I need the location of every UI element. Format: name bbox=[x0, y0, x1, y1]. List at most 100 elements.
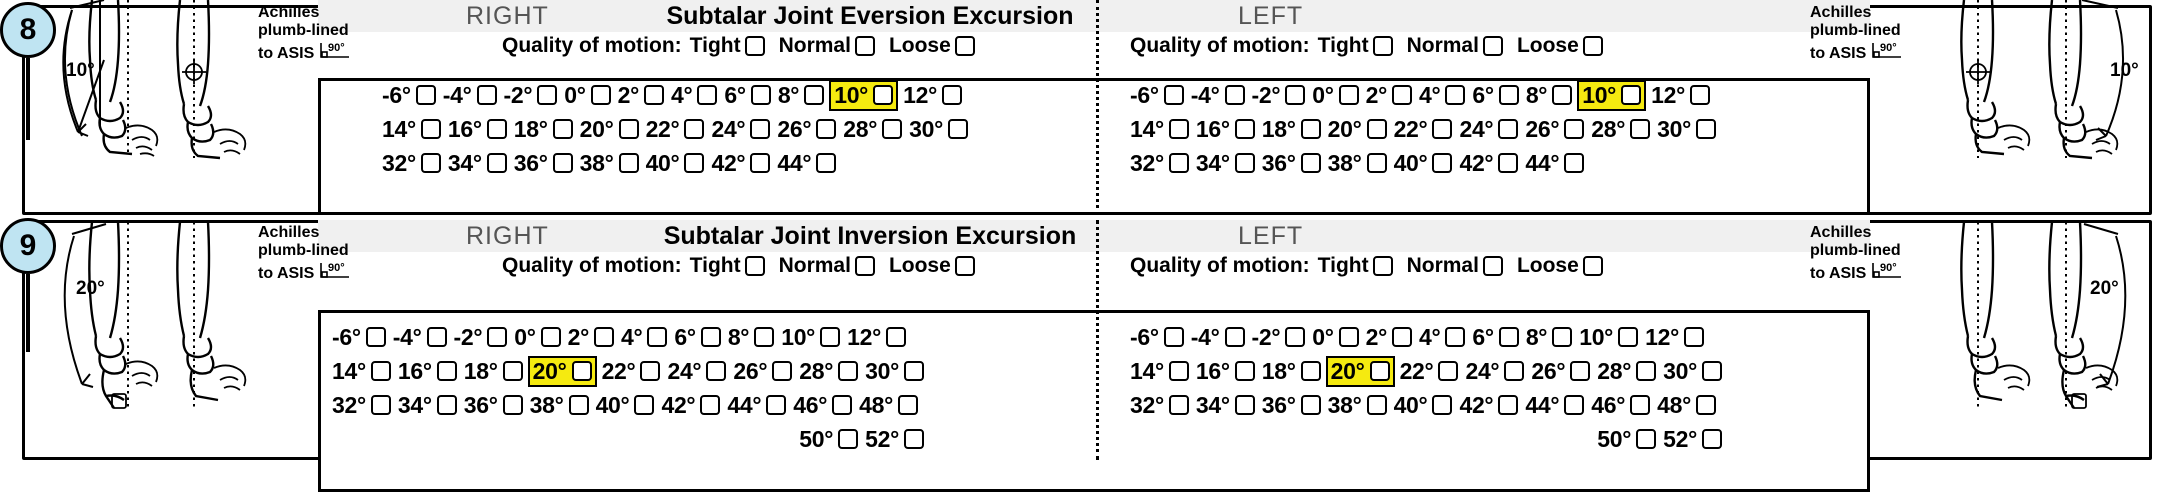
degree-option[interactable]: 32° bbox=[1128, 149, 1191, 178]
degree-option[interactable]: 32° bbox=[1128, 391, 1191, 420]
checkbox[interactable] bbox=[1163, 85, 1184, 105]
degree-option[interactable]: 30° bbox=[1655, 115, 1718, 144]
checkbox[interactable] bbox=[1482, 256, 1503, 276]
degree-option[interactable]: 24° bbox=[709, 115, 772, 144]
checkbox[interactable] bbox=[832, 395, 853, 415]
checkbox[interactable] bbox=[1392, 327, 1413, 347]
degree-option[interactable]: -4° bbox=[391, 323, 449, 352]
checkbox[interactable] bbox=[838, 429, 859, 449]
checkbox[interactable] bbox=[1482, 36, 1503, 56]
degree-option[interactable]: 26° bbox=[1529, 357, 1592, 386]
checkbox[interactable] bbox=[1234, 119, 1255, 139]
degree-option[interactable]: 2° bbox=[566, 323, 616, 352]
checkbox[interactable] bbox=[820, 327, 841, 347]
checkbox[interactable] bbox=[1438, 361, 1459, 381]
checkbox[interactable] bbox=[854, 36, 875, 56]
checkbox[interactable] bbox=[1504, 361, 1525, 381]
degree-option[interactable]: 18° bbox=[512, 115, 575, 144]
degree-option[interactable]: 14° bbox=[1128, 357, 1191, 386]
checkbox[interactable] bbox=[594, 327, 615, 347]
checkbox[interactable] bbox=[684, 119, 705, 139]
checkbox[interactable] bbox=[700, 327, 721, 347]
checkbox[interactable] bbox=[1366, 153, 1387, 173]
degree-option[interactable]: 20° bbox=[578, 115, 641, 144]
degree-option[interactable]: 32° bbox=[330, 391, 393, 420]
checkbox[interactable] bbox=[1300, 395, 1321, 415]
checkbox[interactable] bbox=[1498, 85, 1519, 105]
checkbox[interactable] bbox=[634, 395, 655, 415]
checkbox[interactable] bbox=[420, 153, 441, 173]
checkbox[interactable] bbox=[1432, 119, 1453, 139]
degree-option[interactable]: 8° bbox=[726, 323, 776, 352]
degree-option[interactable]: 34° bbox=[1194, 391, 1257, 420]
checkbox[interactable] bbox=[1234, 361, 1255, 381]
checkbox[interactable] bbox=[772, 361, 793, 381]
degree-option[interactable]: -2° bbox=[452, 323, 510, 352]
checkbox[interactable] bbox=[502, 395, 523, 415]
degree-option[interactable]: 14° bbox=[1128, 115, 1191, 144]
checkbox[interactable] bbox=[804, 85, 825, 105]
checkbox[interactable] bbox=[750, 119, 771, 139]
degree-option[interactable]: 16° bbox=[396, 357, 459, 386]
checkbox[interactable] bbox=[1369, 361, 1390, 381]
degree-option[interactable]: 44° bbox=[775, 149, 838, 178]
degree-option[interactable]: 6° bbox=[672, 323, 722, 352]
degree-option[interactable]: 10° bbox=[779, 323, 842, 352]
checkbox[interactable] bbox=[590, 85, 611, 105]
checkbox[interactable] bbox=[1498, 395, 1519, 415]
degree-option[interactable]: 40° bbox=[1392, 391, 1455, 420]
degree-option[interactable]: 18° bbox=[462, 357, 525, 386]
degree-option[interactable]: 14° bbox=[330, 357, 393, 386]
quality-option-tight[interactable]: Tight bbox=[690, 254, 769, 278]
degree-option[interactable]: 22° bbox=[600, 357, 663, 386]
checkbox[interactable] bbox=[618, 153, 639, 173]
checkbox[interactable] bbox=[618, 119, 639, 139]
checkbox[interactable] bbox=[370, 361, 391, 381]
degree-option[interactable]: 18° bbox=[1260, 357, 1323, 386]
checkbox[interactable] bbox=[476, 85, 497, 105]
degree-option[interactable]: 28° bbox=[797, 357, 860, 386]
degree-option[interactable]: 28° bbox=[1595, 357, 1658, 386]
degree-option[interactable]: 48° bbox=[857, 391, 920, 420]
degree-option[interactable]: 8° bbox=[1524, 323, 1574, 352]
degree-option[interactable]: 4° bbox=[619, 323, 669, 352]
checkbox[interactable] bbox=[1163, 327, 1184, 347]
degree-option[interactable]: 8° bbox=[1524, 81, 1574, 110]
checkbox[interactable] bbox=[552, 119, 573, 139]
degree-option[interactable]: 2° bbox=[616, 81, 666, 110]
checkbox[interactable] bbox=[954, 36, 975, 56]
degree-option[interactable]: 30° bbox=[1661, 357, 1724, 386]
checkbox[interactable] bbox=[684, 153, 705, 173]
checkbox[interactable] bbox=[1234, 395, 1255, 415]
checkbox[interactable] bbox=[1445, 327, 1466, 347]
checkbox[interactable] bbox=[420, 119, 441, 139]
degree-option[interactable]: 40° bbox=[1392, 149, 1455, 178]
quality-option-normal[interactable]: Normal bbox=[779, 254, 879, 278]
checkbox[interactable] bbox=[540, 327, 561, 347]
degree-option[interactable]: -2° bbox=[1250, 323, 1308, 352]
degree-option[interactable]: 8° bbox=[776, 81, 826, 110]
quality-option-tight[interactable]: Tight bbox=[1318, 254, 1397, 278]
checkbox[interactable] bbox=[1168, 153, 1189, 173]
checkbox[interactable] bbox=[706, 361, 727, 381]
checkbox[interactable] bbox=[750, 153, 771, 173]
checkbox[interactable] bbox=[1552, 327, 1573, 347]
degree-option[interactable]: 10° bbox=[1577, 323, 1640, 352]
degree-option-selected[interactable]: 20° bbox=[527, 355, 597, 387]
degree-option[interactable]: -6° bbox=[1128, 81, 1186, 110]
degree-option[interactable]: 38° bbox=[1326, 149, 1389, 178]
degree-option[interactable]: 50° bbox=[797, 425, 860, 454]
degree-option[interactable]: -4° bbox=[441, 81, 499, 110]
degree-option[interactable]: 40° bbox=[594, 391, 657, 420]
quality-option-tight[interactable]: Tight bbox=[690, 34, 769, 58]
degree-option[interactable]: 50° bbox=[1595, 425, 1658, 454]
degree-option[interactable]: 42° bbox=[1457, 391, 1520, 420]
degree-option[interactable]: 34° bbox=[1194, 149, 1257, 178]
degree-option[interactable]: 2° bbox=[1364, 81, 1414, 110]
degree-option[interactable]: 52° bbox=[863, 425, 926, 454]
checkbox[interactable] bbox=[1432, 395, 1453, 415]
checkbox[interactable] bbox=[1582, 36, 1603, 56]
checkbox[interactable] bbox=[486, 119, 507, 139]
degree-option[interactable]: 2° bbox=[1364, 323, 1414, 352]
checkbox[interactable] bbox=[1630, 395, 1651, 415]
